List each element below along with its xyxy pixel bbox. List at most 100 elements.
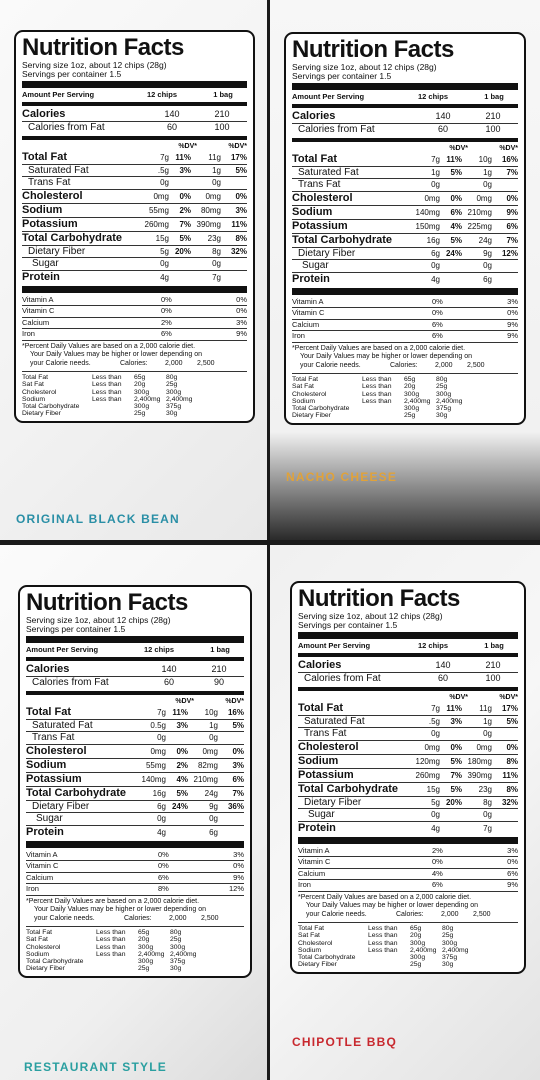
amount-per-bag: 7g: [483, 823, 492, 833]
dv-qualifier: [362, 405, 404, 412]
nutrient-name: Total Fat: [298, 701, 344, 714]
dv-qualifier: Less than: [362, 376, 392, 383]
dv-nutrient: Sodium: [22, 395, 46, 403]
vitamin-dv-bag: 3%: [233, 849, 244, 859]
dv-table-row: Cholesterol Less than 300g 300g: [298, 940, 518, 947]
divider-thick: [22, 81, 247, 88]
dv-2500-value: 30g: [442, 961, 454, 969]
footnote-2000: 2,000: [165, 359, 183, 367]
nutrient-row: Potassium 150mg 4% 225mg 6%: [292, 220, 518, 234]
dv-2000-value: 2,400mg: [404, 397, 431, 405]
dv-2500-value: 80g: [170, 929, 182, 936]
calories-label: Calories: [292, 110, 336, 122]
dv-2500-value: 30g: [170, 965, 182, 973]
nutrient-name: Total Carbohydrate: [22, 231, 123, 244]
calories-per-bag: 210: [485, 660, 501, 670]
divider: [292, 137, 518, 142]
dv-qualifier: Less than: [92, 381, 122, 389]
footnote-line: *Percent Daily Values are based on a 2,0…: [298, 893, 472, 901]
amount-per-serving: 6g: [157, 801, 166, 811]
dv-per-serving: 0%: [450, 193, 462, 203]
vitamin-row: Vitamin C 0% 0%: [22, 306, 247, 318]
dv-per-serving: 5%: [450, 235, 462, 245]
amount-per-bag: 8g: [483, 797, 492, 807]
calories-row: Calories 140 210: [292, 110, 518, 124]
footnote-2000: 2,000: [169, 914, 187, 922]
dv-2500-value: 300g: [442, 939, 458, 947]
calories-per-bag: 210: [214, 109, 230, 119]
nutrient-name: Protein: [298, 821, 336, 834]
vitamin-dv-serving: 6%: [432, 319, 443, 329]
vitamin-dv-bag: 9%: [507, 331, 518, 340]
dv-table-row: Dietary Fiber 25g 30g: [26, 965, 244, 972]
amount-per-bag: 0g: [209, 733, 218, 742]
divider: [298, 653, 518, 657]
nutrient-name: Dietary Fiber: [298, 247, 356, 259]
vitamin-dv-bag: 9%: [236, 329, 247, 338]
nutrient-row: Saturated Fat .5g 3% 1g 5%: [22, 165, 247, 177]
vitamin-name: Vitamin A: [292, 296, 324, 306]
dv-2500-value: 25g: [436, 383, 448, 391]
amount-per-serving: 0g: [160, 178, 169, 187]
nutrient-row: Total Fat 7g 11% 10g 16%: [26, 706, 244, 720]
vitamin-name: Iron: [26, 884, 39, 893]
dv-table-row: Sodium Less than 2,400mg 2,400mg: [26, 951, 244, 958]
amount-per-serving: 7g: [157, 707, 166, 717]
amount-per-bag: 0mg: [202, 746, 218, 756]
dv-per-bag: 36%: [227, 801, 244, 811]
vitamin-name: Vitamin A: [22, 294, 54, 304]
vitamin-row: Calcium 6% 9%: [292, 319, 518, 331]
amount-per-serving: 15g: [155, 233, 169, 243]
divider: [22, 135, 247, 140]
amount-per-serving: 0g: [431, 810, 440, 819]
dv-2000-value: 300g: [404, 390, 420, 398]
dv-table-row: Dietary Fiber 25g 30g: [292, 412, 518, 419]
dv-2000-value: 65g: [138, 929, 150, 936]
nutrient-name: Protein: [22, 270, 60, 283]
nutrient-row: Sodium 55mg 2% 80mg 3%: [22, 204, 247, 218]
dv-nutrient: Total Fat: [298, 925, 325, 932]
footnote-line: Your Daily Values may be higher or lower…: [306, 902, 478, 909]
servings-per-container: Servings per container 1.5: [298, 620, 398, 630]
footnote-text: your Calorie needs.: [306, 910, 367, 918]
col-1-bag-label: 1 bag: [484, 641, 504, 650]
dv-qualifier: [368, 954, 410, 961]
calories-per-serving: 140: [164, 109, 180, 119]
dv-table-row: Cholesterol Less than 300g 300g: [26, 944, 244, 951]
label-title: Nutrition Facts: [26, 589, 188, 616]
dv-qualifier: [92, 410, 134, 417]
nutrient-row: Total Carbohydrate 15g 5% 23g 8%: [298, 783, 518, 797]
footnote-line: Your Daily Values may be higher or lower…: [300, 353, 472, 360]
dv-nutrient: Sat Fat: [22, 381, 44, 389]
dv-per-bag: 6%: [506, 221, 518, 231]
dv-per-serving: 0%: [179, 191, 191, 201]
dv-qualifier: [92, 403, 134, 410]
dv-per-serving: 5%: [450, 167, 462, 177]
footnote-2000: 2,000: [441, 910, 459, 918]
nutrient-row: Cholesterol 0mg 0% 0mg 0%: [292, 192, 518, 206]
dv-table-row: Total Carbohydrate 300g 375g: [26, 958, 244, 965]
amount-per-serving: 0mg: [150, 746, 166, 756]
amount-per-serving: 7g: [160, 152, 169, 162]
nutrient-name: Total Carbohydrate: [292, 233, 393, 246]
servings-per-container: Servings per container 1.5: [26, 624, 126, 634]
amount-per-serving-label: Amount Per Serving: [22, 90, 95, 99]
vitamin-row: Vitamin A 2% 3%: [298, 846, 518, 857]
panel-chipotle-bbq: Nutrition Facts Serving size 1oz, about 1…: [270, 545, 540, 1080]
dv-qualifier: Less than: [362, 397, 392, 405]
amount-per-bag: 390mg: [467, 770, 492, 780]
nutrient-name: Sugar: [308, 809, 335, 820]
nutrient-name: Protein: [26, 825, 64, 838]
col-1-bag-label: 1 bag: [213, 90, 233, 99]
dv-nutrient: Sat Fat: [298, 932, 320, 940]
dv-per-bag: 0%: [232, 746, 244, 756]
vitamin-name: Vitamin C: [22, 306, 55, 315]
nutrient-name: Sugar: [302, 260, 329, 271]
vitamin-row: Iron 6% 9%: [22, 329, 247, 341]
servings-per-container: Servings per container 1.5: [22, 69, 122, 79]
nutrient-name: Saturated Fat: [32, 719, 93, 731]
dv-qualifier: Less than: [368, 932, 398, 940]
amount-per-serving: 0g: [160, 259, 169, 268]
dv-per-serving: 4%: [176, 774, 188, 784]
calories-label: Calories: [26, 663, 70, 675]
